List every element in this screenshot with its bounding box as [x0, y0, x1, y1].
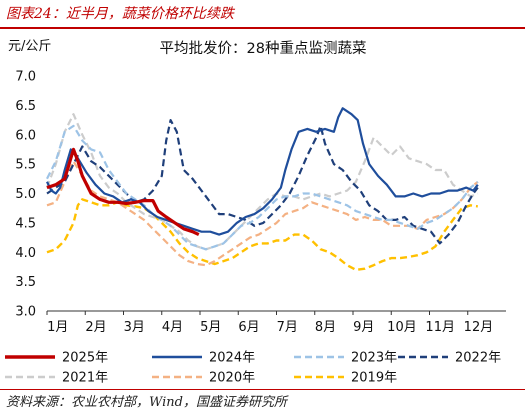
y-tick-label: 6.0: [15, 128, 36, 143]
y-tick-label: 3.5: [15, 275, 36, 290]
x-tick-label: 9月: [353, 320, 374, 335]
series-line-2023年: [46, 124, 479, 251]
legend-label: 2023年: [351, 351, 397, 366]
x-tick-label: 3月: [124, 320, 145, 335]
chart-title: 平均批发价：28种重点监测蔬菜: [160, 40, 367, 57]
x-tick-label: 2月: [85, 320, 106, 335]
series-line-2025年: [46, 147, 200, 237]
legend-label: 2022年: [455, 351, 501, 366]
axes: 3.0 3.5 4.0 4.5 5.0 5.5 6.0 6.5 7.0 1月 2月 3月 4月 5月 6月 7…: [15, 70, 506, 335]
y-tick-label: 7.0: [15, 70, 36, 85]
x-tick-label: 8月: [315, 320, 336, 335]
y-tick-label: 4.5: [15, 216, 36, 231]
series-line-2021年: [45, 113, 479, 251]
figure-title: 图表24：近半月，蔬菜价格环比续跌: [6, 6, 234, 22]
legend-label: 2019年: [351, 371, 397, 386]
legend-label: 2020年: [209, 371, 255, 386]
source-note: 资料来源：农业农村部，Wind，国盛证券研究所: [6, 395, 287, 410]
x-tick-label: 7月: [277, 320, 298, 335]
y-tick-label: 3.0: [15, 305, 36, 320]
y-tick-label: 4.0: [15, 246, 36, 261]
x-tick-label: 11月: [425, 320, 455, 335]
x-tick-label: 5月: [200, 320, 221, 335]
legend-label: 2025年: [62, 351, 108, 366]
series-lines: [45, 107, 479, 272]
series-line-2022年: [46, 119, 479, 245]
series-line-2020年: [46, 160, 479, 267]
y-tick-label: 5.0: [15, 187, 36, 202]
y-tick-label: 5.5: [15, 158, 36, 173]
y-tick-label: 6.5: [15, 99, 36, 114]
source-rule: [0, 389, 525, 390]
legend-label: 2021年: [62, 371, 108, 386]
x-tick-label: 1月: [47, 320, 68, 335]
series-line-2024年: [46, 107, 479, 236]
x-tick-label: 12月: [464, 320, 494, 335]
title-rule: [0, 27, 525, 29]
x-tick-label: 4月: [162, 320, 183, 335]
legend: 2025年 2024年 2023年 2022年 2021年 2020年 2019年: [5, 351, 501, 386]
series-line-2019年: [46, 198, 478, 272]
legend-label: 2024年: [209, 351, 255, 366]
x-tick-label: 6月: [238, 320, 259, 335]
x-tick-label: 10月: [387, 320, 417, 335]
y-unit-label: 元/公斤: [8, 39, 51, 54]
